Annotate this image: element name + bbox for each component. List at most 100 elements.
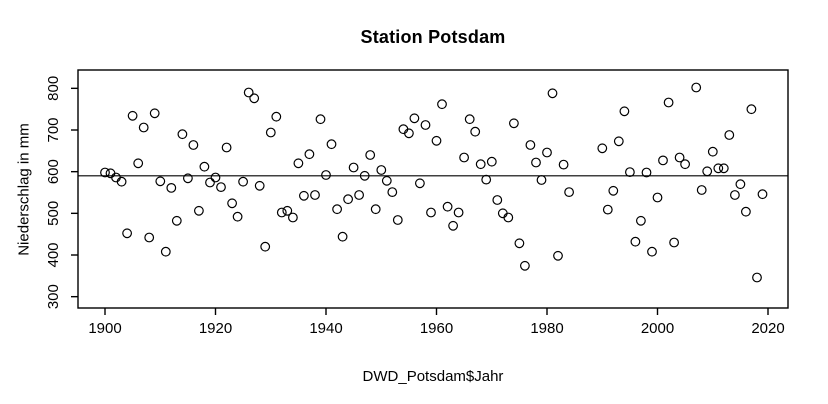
x-axis: 1900 1920 1940 1960 1980 2000 2020 [88,308,785,337]
data-point [542,147,552,158]
data-point [376,165,387,175]
data-point [564,187,574,198]
data-point [415,178,425,189]
x-axis-label: DWD_Potsdam$Jahr [362,368,504,385]
data-point [442,201,453,212]
data-point [304,149,315,160]
data-point [370,204,381,215]
data-point [404,128,414,139]
data-point [193,205,204,216]
data-point [713,163,724,174]
data-point [503,212,514,223]
data-point [669,237,679,248]
data-point [315,114,326,125]
data-point [326,139,337,150]
data-point [100,167,110,178]
data-point [205,177,215,188]
data-point [160,246,171,257]
data-point [332,204,343,215]
data-point [149,108,160,119]
data-point [735,179,746,190]
data-point [188,140,199,150]
data-point [276,207,287,218]
data-point [680,159,690,170]
data-point [392,215,403,225]
data-points [100,82,768,283]
data-point [177,129,188,140]
data-point [741,206,751,217]
data-point [448,220,459,231]
data-point [354,190,365,200]
plot-box [77,69,789,309]
data-point [166,182,177,193]
data-point [647,246,657,257]
data-point [636,215,646,226]
data-point [359,170,370,181]
data-point [492,195,503,205]
data-point [127,110,138,121]
y-tick-label: 300 [45,284,62,309]
data-point [459,152,470,163]
data-point [216,182,226,193]
data-point [122,228,132,239]
data-point [630,236,641,247]
data-point [464,114,475,125]
data-point [746,104,757,115]
data-point [470,126,481,137]
data-point [171,215,182,226]
data-point [597,143,608,154]
data-point [641,167,652,178]
y-axis-label: Niederschlag in mm [15,123,33,256]
data-point [652,192,663,203]
data-point [238,176,249,187]
data-point [260,241,271,252]
data-point [254,180,265,191]
data-point [696,185,707,195]
data-point [199,161,210,172]
data-point [431,135,442,146]
data-point [702,166,713,177]
data-point [210,172,221,183]
data-point [227,198,238,209]
x-tick-label: 1980 [530,320,563,337]
data-point [608,185,619,196]
data-point [547,88,558,99]
data-point [674,152,685,163]
data-point [514,238,525,249]
data-point [724,130,735,140]
data-point [144,232,155,243]
y-tick-label: 400 [45,242,62,267]
data-point [536,175,547,185]
data-point [138,122,149,133]
data-point [691,82,702,93]
data-point [602,204,613,215]
data-point [243,87,254,98]
data-point [486,156,497,167]
data-point [658,155,668,166]
data-point [155,176,166,187]
data-point [381,175,392,186]
data-point [625,167,635,178]
data-point [437,99,447,110]
data-point [343,194,354,205]
data-point [558,159,569,170]
y-tick-label: 500 [45,201,62,226]
data-point [271,111,282,122]
x-tick-label: 2000 [641,320,674,337]
x-tick-label: 1900 [88,320,121,337]
data-point [387,187,398,198]
y-tick-label: 800 [45,76,62,101]
data-point [730,190,740,200]
data-point [348,162,359,173]
data-point [531,157,541,168]
data-point [116,176,127,187]
data-point [310,190,320,200]
data-point [288,212,298,223]
data-point [718,163,729,174]
x-tick-label: 2020 [751,320,784,337]
data-point [299,190,309,201]
data-point [619,106,630,117]
data-point [509,118,519,129]
y-tick-label: 700 [45,117,62,142]
